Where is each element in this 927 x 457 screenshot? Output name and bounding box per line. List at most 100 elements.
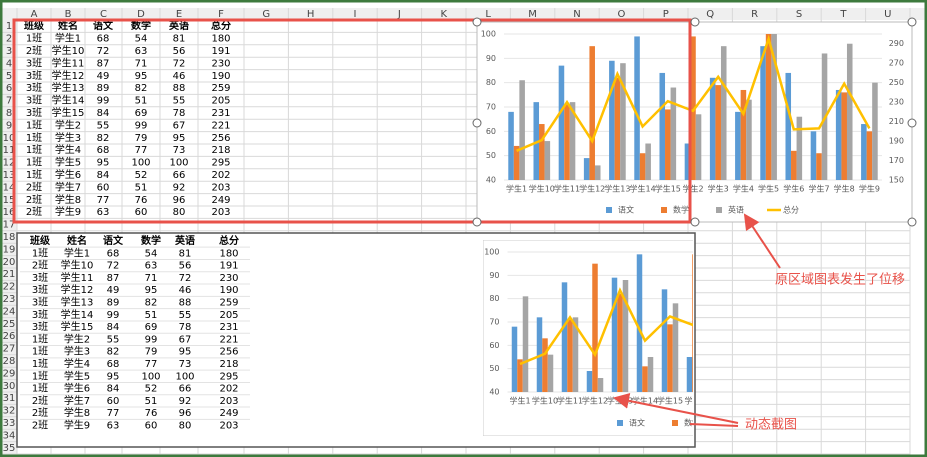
row-header: 16 (3, 207, 16, 218)
table-cell: 256 (211, 133, 230, 144)
column-header: R (751, 9, 758, 20)
row-header: 13 (3, 170, 16, 181)
bar (542, 338, 548, 392)
row-header: 20 (3, 257, 16, 268)
table-header: 班级 (30, 234, 51, 247)
table-cell: 56 (173, 46, 186, 57)
table-cell: 1班 (26, 33, 42, 45)
table-cell: 68 (97, 34, 110, 45)
table-cell: 2班 (26, 181, 42, 193)
table-cell: 3班 (26, 107, 42, 119)
table-cell: 203 (219, 396, 238, 407)
bar (740, 89, 747, 180)
x-tick-label: 学生13 (604, 184, 630, 194)
bar (539, 124, 545, 180)
table-header: 班级 (24, 19, 45, 32)
table-cell: 71 (135, 58, 148, 69)
x-tick-label: 学生14 (630, 184, 656, 194)
table-cell: 259 (219, 298, 238, 309)
annotation: 原区域图表发生了位移 (775, 272, 905, 288)
table-cell: 51 (145, 396, 158, 407)
table-cell: 55 (97, 120, 110, 131)
column-header: H (307, 9, 315, 20)
table-cell: 84 (97, 170, 110, 181)
chart: 40 50 60 70 80 90 100 150 170 190 210 230 250 270 290 学… (476, 21, 913, 223)
x-tick-label: 学生11 (557, 396, 583, 406)
row-header: 4 (6, 58, 12, 69)
table-cell: 79 (135, 133, 148, 144)
table-cell: 学生8 (64, 406, 90, 419)
table-cell: 100 (131, 158, 150, 169)
x-tick-label: 学生4 (733, 184, 754, 194)
table-cell: 69 (135, 108, 148, 119)
table-header: 语文 (103, 234, 124, 247)
row-header: 10 (3, 133, 16, 144)
column-header: F (218, 9, 224, 20)
table-cell: 学生11 (52, 56, 85, 69)
row-header: 27 (3, 344, 16, 355)
legend-label: 语文 (618, 205, 634, 215)
table-cell: 56 (179, 261, 192, 272)
y-tick-label: 100 (484, 248, 499, 257)
row-header: 14 (3, 182, 16, 193)
table-cell: 49 (107, 285, 120, 296)
table-header: 姓名 (57, 19, 78, 32)
legend-label: 数学 (684, 418, 700, 428)
table-cell: 学生2 (64, 332, 90, 345)
row-header: 34 (3, 430, 16, 441)
row-header: 17 (3, 220, 16, 231)
bar (846, 43, 853, 180)
column-header: O (617, 9, 625, 20)
table-cell: 2班 (32, 407, 48, 419)
table-cell: 1班 (26, 157, 42, 169)
table-cell: 230 (211, 58, 230, 69)
legend-label: 英语 (728, 205, 744, 215)
bar (620, 63, 626, 181)
table-cell: 学生4 (55, 143, 81, 156)
bar (508, 111, 514, 180)
table-cell: 81 (173, 34, 186, 45)
table-cell: 77 (135, 145, 148, 156)
column-header: T (839, 9, 847, 20)
table-cell: 95 (179, 347, 192, 358)
table-cell: 295 (219, 371, 238, 382)
bar (765, 34, 772, 180)
row-header: 30 (3, 381, 16, 392)
row-header: 11 (3, 145, 16, 156)
column-header: K (441, 9, 448, 20)
bar (810, 131, 817, 180)
y2-tick-label: 290 (889, 39, 904, 48)
table-cell: 46 (173, 71, 186, 82)
table-cell: 92 (179, 396, 192, 407)
bar (592, 263, 598, 392)
table-cell: 99 (107, 310, 120, 321)
table-cell: 96 (179, 408, 192, 419)
row-header: 3 (6, 46, 12, 57)
line (519, 287, 693, 366)
bar (645, 143, 651, 180)
table-cell: 230 (219, 273, 238, 284)
table-cell: 54 (145, 248, 158, 259)
column-header: L (485, 9, 491, 20)
row-header: 1 (6, 21, 12, 32)
row-header: 35 (3, 443, 16, 454)
bar (642, 366, 648, 392)
chart-frame (483, 240, 693, 436)
table-cell: 2班 (32, 420, 48, 432)
y2-tick-label: 230 (889, 98, 904, 107)
row-header: 2 (6, 34, 12, 45)
column-header: I (354, 9, 357, 20)
table-cell: 77 (145, 359, 158, 370)
table-cell: 87 (107, 273, 120, 284)
row-header: 6 (6, 83, 12, 94)
legend-label: 语文 (629, 418, 645, 428)
column-header: B (65, 9, 72, 20)
table-cell: 学生12 (52, 69, 85, 82)
table-cell: 88 (173, 83, 186, 94)
table-cell: 1班 (26, 119, 42, 131)
row-header: 15 (3, 195, 16, 206)
x-tick-label: 学生10 (532, 396, 558, 406)
table-cell: 学生8 (55, 193, 81, 206)
table-cell: 学生13 (61, 296, 94, 309)
